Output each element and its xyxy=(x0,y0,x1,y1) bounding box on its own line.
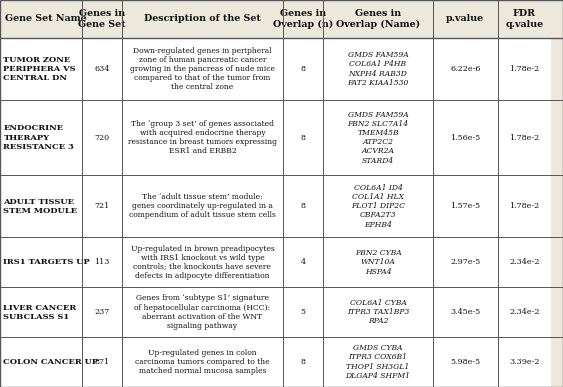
Text: GMDS FAM59A
FBN2 SLC7A14
TMEM45B
ATP2C2
ACVR2A
STARD4: GMDS FAM59A FBN2 SLC7A14 TMEM45B ATP2C2 … xyxy=(347,111,409,164)
Bar xyxy=(323,100,433,175)
Text: 4: 4 xyxy=(300,259,306,266)
Bar xyxy=(433,287,498,337)
Bar xyxy=(0,337,82,387)
Text: Up-regulated in brown preadipocytes
with IRS1 knockout vs wild type
controls; th: Up-regulated in brown preadipocytes with… xyxy=(131,245,274,280)
Text: IRS1 TARGETS UP: IRS1 TARGETS UP xyxy=(3,259,90,266)
Text: 1.78e-2: 1.78e-2 xyxy=(510,65,539,73)
Bar xyxy=(122,237,283,287)
Text: COL6A1 ID4
COL1A1 HLX
FLOT1 DIP2C
CBFA2T3
EPHB4: COL6A1 ID4 COL1A1 HLX FLOT1 DIP2C CBFA2T… xyxy=(351,184,405,229)
Bar xyxy=(498,287,551,337)
Text: 237: 237 xyxy=(94,308,110,316)
Bar xyxy=(433,175,498,237)
Bar xyxy=(323,287,433,337)
Bar xyxy=(323,38,433,100)
Text: 8: 8 xyxy=(301,358,305,366)
Text: 1.56e-5: 1.56e-5 xyxy=(450,134,480,142)
Text: 2.34e-2: 2.34e-2 xyxy=(509,259,540,266)
Bar xyxy=(122,100,283,175)
Text: Genes in
Overlap (Name): Genes in Overlap (Name) xyxy=(336,9,420,29)
Bar xyxy=(283,337,323,387)
Text: COLON CANCER UP: COLON CANCER UP xyxy=(3,358,99,366)
Bar xyxy=(433,38,498,100)
Bar xyxy=(82,175,122,237)
Text: 2.97e-5: 2.97e-5 xyxy=(450,259,480,266)
Bar xyxy=(283,175,323,237)
Bar xyxy=(283,237,323,287)
Bar xyxy=(122,38,283,100)
Text: LIVER CANCER
SUBCLASS S1: LIVER CANCER SUBCLASS S1 xyxy=(3,303,77,321)
Text: 8: 8 xyxy=(301,65,305,73)
Text: 2.34e-2: 2.34e-2 xyxy=(509,308,540,316)
Text: p.value: p.value xyxy=(446,14,484,24)
Text: Genes from ‘subtype S1’ signature
of hepatocellular carcinoma (HCC):
aberrant ac: Genes from ‘subtype S1’ signature of hep… xyxy=(135,295,270,330)
Bar xyxy=(283,287,323,337)
Text: FBN2 CYBA
WNT10A
HSPA4: FBN2 CYBA WNT10A HSPA4 xyxy=(355,249,401,276)
Bar xyxy=(82,337,122,387)
Bar xyxy=(323,175,433,237)
Text: TUMOR ZONE
PERIPHERA VS
CENTRAL DN: TUMOR ZONE PERIPHERA VS CENTRAL DN xyxy=(3,56,76,82)
Text: Gene Set Name: Gene Set Name xyxy=(5,14,86,24)
Bar xyxy=(82,100,122,175)
Bar xyxy=(433,337,498,387)
Bar xyxy=(498,100,551,175)
Text: 721: 721 xyxy=(94,202,110,210)
Text: ENDOCRINE
THERAPY
RESISTANCE 3: ENDOCRINE THERAPY RESISTANCE 3 xyxy=(3,125,74,151)
Text: GMDS FAM59A
COL6A1 P4HB
NXPH4 RAB3D
FAT2 KIAA1530: GMDS FAM59A COL6A1 P4HB NXPH4 RAB3D FAT2… xyxy=(347,51,409,87)
Bar xyxy=(82,237,122,287)
Bar xyxy=(283,100,323,175)
Bar xyxy=(122,175,283,237)
Text: Genes in
Gene Set: Genes in Gene Set xyxy=(78,9,126,29)
Text: 5.98e-5: 5.98e-5 xyxy=(450,358,480,366)
Bar xyxy=(283,38,323,100)
Text: 6.22e-6: 6.22e-6 xyxy=(450,65,481,73)
Bar xyxy=(0,100,82,175)
Text: 871: 871 xyxy=(95,358,109,366)
Text: 3.39e-2: 3.39e-2 xyxy=(509,358,540,366)
Text: ADULT TISSUE
STEM MODULE: ADULT TISSUE STEM MODULE xyxy=(3,198,78,215)
Bar xyxy=(498,38,551,100)
Text: 113: 113 xyxy=(94,259,110,266)
Text: Down-regulated genes in peripheral
zone of human pancreatic cancer
growing in th: Down-regulated genes in peripheral zone … xyxy=(130,47,275,91)
Bar xyxy=(498,337,551,387)
Text: 5: 5 xyxy=(301,308,305,316)
Text: 3.45e-5: 3.45e-5 xyxy=(450,308,480,316)
Text: The ‘group 3 set’ of genes associated
with acquired endocrine therapy
resistance: The ‘group 3 set’ of genes associated wi… xyxy=(128,120,277,156)
Text: Up-regulated genes in colon
carcinoma tumors compared to the
matched normal muco: Up-regulated genes in colon carcinoma tu… xyxy=(135,349,270,375)
Text: FDR
q.value: FDR q.value xyxy=(506,9,543,29)
Text: 634: 634 xyxy=(94,65,110,73)
Bar xyxy=(0,237,82,287)
Text: COL6A1 CYBA
ITPR3 TAX1BP3
RPA2: COL6A1 CYBA ITPR3 TAX1BP3 RPA2 xyxy=(347,299,409,325)
Bar xyxy=(0,175,82,237)
Bar xyxy=(433,100,498,175)
Text: 720: 720 xyxy=(95,134,109,142)
Bar xyxy=(323,337,433,387)
Bar xyxy=(82,287,122,337)
Text: GMDS CYBA
ITPR3 COX6B1
THOP1 SH3GL1
DLGAP4 SHFM1: GMDS CYBA ITPR3 COX6B1 THOP1 SH3GL1 DLGA… xyxy=(346,344,410,380)
Text: Genes in
Overlap (n): Genes in Overlap (n) xyxy=(272,9,333,29)
Bar xyxy=(323,237,433,287)
Text: 8: 8 xyxy=(301,134,305,142)
Text: Description of the Set: Description of the Set xyxy=(144,14,261,24)
Text: 8: 8 xyxy=(301,202,305,210)
Bar xyxy=(122,337,283,387)
Text: 1.57e-5: 1.57e-5 xyxy=(450,202,480,210)
Bar xyxy=(122,287,283,337)
Text: 1.78e-2: 1.78e-2 xyxy=(510,202,539,210)
Bar xyxy=(0,287,82,337)
Bar xyxy=(433,237,498,287)
Bar xyxy=(498,237,551,287)
Text: 1.78e-2: 1.78e-2 xyxy=(510,134,539,142)
Bar xyxy=(498,175,551,237)
Bar xyxy=(82,38,122,100)
Text: The ‘adult tissue stem’ module:
genes coordinately up-regulated in a
compendium : The ‘adult tissue stem’ module: genes co… xyxy=(129,193,276,219)
Bar xyxy=(0,38,82,100)
